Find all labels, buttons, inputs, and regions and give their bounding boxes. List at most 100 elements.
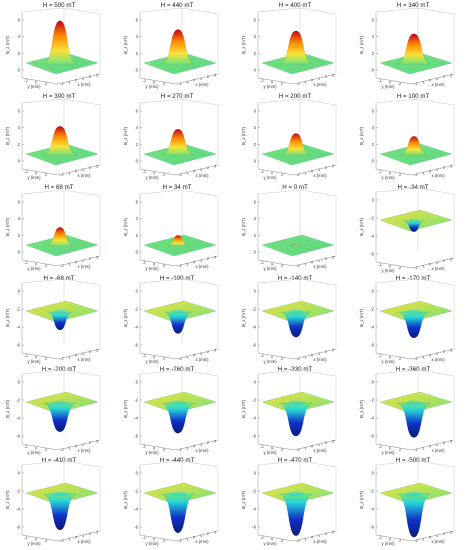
surface-plot: 0 2 4 6 B_z (mT) y (mm) x (mm) -2 0 2 -2 -1 0 1 2 3 (241, 98, 337, 180)
y-tick-label: 2 (281, 264, 283, 268)
x-tick-label: 2 (443, 441, 445, 445)
panel-title: H = -200 mT (41, 366, 77, 373)
x-tick-label: 3 (450, 531, 452, 535)
x-tick-label: 1 (436, 168, 438, 172)
z-tick-label: -4 (16, 416, 20, 421)
x-tick-label: -2 (296, 264, 299, 268)
x-tick-label: 2 (89, 441, 91, 445)
y-tick-label: -2 (260, 79, 263, 83)
panel-title: H = -500 mT (395, 457, 431, 464)
x-tick-label: 2 (325, 257, 327, 261)
x-tick-label: 1 (436, 534, 438, 538)
y-tick-label: 2 (45, 448, 47, 452)
x-tick-label: 2 (89, 257, 91, 261)
dip-rim (404, 491, 424, 497)
y-tick-label: 2 (399, 173, 401, 177)
y-tick-label: 0 (153, 447, 155, 451)
z-tick-label: -4 (370, 507, 374, 512)
x-tick-label: -1 (303, 537, 306, 541)
x-tick-label: 1 (200, 77, 202, 81)
y-tick-label: 0 (35, 447, 37, 451)
y-tick-label: 0 (271, 263, 273, 267)
z-tick-label: -6 (370, 343, 374, 348)
x-tick-label: -1 (185, 446, 188, 450)
x-tick-label: 3 (450, 349, 452, 353)
x-tick-label: 3 (96, 74, 98, 78)
z-tick-label: -4 (16, 507, 20, 512)
y-tick-label: 0 (35, 263, 37, 267)
surface-plot: 0 2 4 6 B_z (mT) y (mm) x (mm) -2 0 2 -2 -1 0 1 2 3 (123, 98, 219, 180)
z-axis-label: B_z (mT) (123, 308, 128, 327)
z-tick-label: 0 (372, 159, 375, 164)
plot-panel: H = 400 mT 0 2 4 6 B_z (mT) y (mm) x (mm) -2 0 2 -2… (236, 0, 354, 91)
y-axis-label: y (mm) (27, 450, 41, 455)
x-tick-label: -2 (60, 173, 63, 177)
y-axis-label: y (mm) (263, 541, 277, 546)
x-tick-label: 2 (443, 532, 445, 536)
x-axis-label: x (mm) (195, 448, 209, 453)
y-tick-label: 2 (281, 539, 283, 543)
y-tick-label: -2 (24, 170, 27, 174)
y-axis-label: y (mm) (145, 84, 159, 89)
x-tick-label: 1 (82, 443, 84, 447)
x-tick-label: -2 (60, 82, 63, 86)
x-axis-label: x (mm) (313, 82, 327, 87)
x-tick-label: 0 (75, 261, 77, 265)
z-tick-label: 6 (254, 200, 257, 205)
x-axis-label: x (mm) (77, 539, 91, 544)
z-tick-label: 0 (18, 68, 21, 73)
y-tick-label: 2 (163, 264, 165, 268)
x-tick-label: 3 (332, 440, 334, 444)
x-tick-label: -1 (303, 446, 306, 450)
y-tick-label: 0 (153, 81, 155, 85)
z-tick-label: 0 (18, 471, 21, 476)
y-axis-label: y (mm) (263, 359, 277, 364)
y-tick-label: -2 (142, 170, 145, 174)
x-axis-label: x (mm) (313, 357, 327, 362)
z-tick-label: 6 (18, 18, 21, 23)
z-tick-label: 0 (254, 159, 257, 164)
x-tick-label: 2 (443, 166, 445, 170)
x-axis-label: x (mm) (431, 173, 445, 178)
plot-panel: H = -330 mT -6 -4 -2 0 B_z (mT) y (mm) x (mm) -2… (236, 364, 354, 455)
y-tick-label: 2 (399, 357, 401, 361)
plot-panel: H = 270 mT 0 2 4 6 B_z (mT) y (mm) x (mm) -2 0 2 -2… (118, 91, 236, 182)
z-tick-label: 2 (254, 233, 257, 238)
x-tick-label: 2 (443, 75, 445, 79)
z-tick-label: -6 (370, 252, 374, 257)
y-tick-label: 2 (163, 448, 165, 452)
z-tick-label: 2 (372, 51, 375, 56)
z-tick-label: 0 (18, 380, 21, 385)
y-tick-label: -2 (378, 445, 381, 449)
x-tick-label: -1 (421, 171, 424, 175)
x-axis-label: x (mm) (431, 266, 445, 271)
field-dip (164, 311, 192, 334)
z-tick-label: 0 (254, 289, 257, 294)
y-tick-label: -2 (24, 536, 27, 540)
z-tick-label: -2 (252, 307, 256, 312)
y-axis-label: y (mm) (381, 359, 395, 364)
z-tick-label: 0 (136, 68, 139, 73)
x-tick-label: 3 (450, 258, 452, 262)
y-tick-label: 2 (399, 266, 401, 270)
y-tick-label: -2 (24, 79, 27, 83)
surface-plot: -6 -4 -2 0 B_z (mT) y (mm) x (mm) -2 0 2 -2 -1 0 1 2 3 (123, 278, 219, 364)
x-tick-label: -1 (303, 355, 306, 359)
y-tick-label: 2 (281, 82, 283, 86)
x-tick-label: 1 (318, 352, 320, 356)
panel-title: H = -170 mT (395, 275, 431, 282)
plot-panel: H = -170 mT -6 -4 -2 0 B_z (mT) y (mm) x (mm) -2… (354, 273, 472, 364)
plot-panel: H = -68 mT -6 -4 -2 0 B_z (mT) y (mm) x (mm) -2 0… (0, 273, 118, 364)
z-tick-label: 4 (136, 34, 139, 39)
x-tick-label: 1 (200, 534, 202, 538)
z-axis-label: B_z (mT) (5, 217, 10, 236)
x-tick-label: 0 (75, 170, 77, 174)
dip-rim (286, 491, 306, 497)
z-tick-label: -2 (252, 398, 256, 403)
surface-plot: 0 2 4 6 B_z (mT) y (mm) x (mm) -2 0 2 -2 -1 0 1 2 3 (123, 7, 219, 89)
x-tick-label: 0 (311, 354, 313, 358)
y-tick-label: 0 (271, 81, 273, 85)
x-tick-label: 1 (436, 77, 438, 81)
z-tick-label: 4 (254, 125, 257, 130)
y-tick-label: 0 (153, 172, 155, 176)
